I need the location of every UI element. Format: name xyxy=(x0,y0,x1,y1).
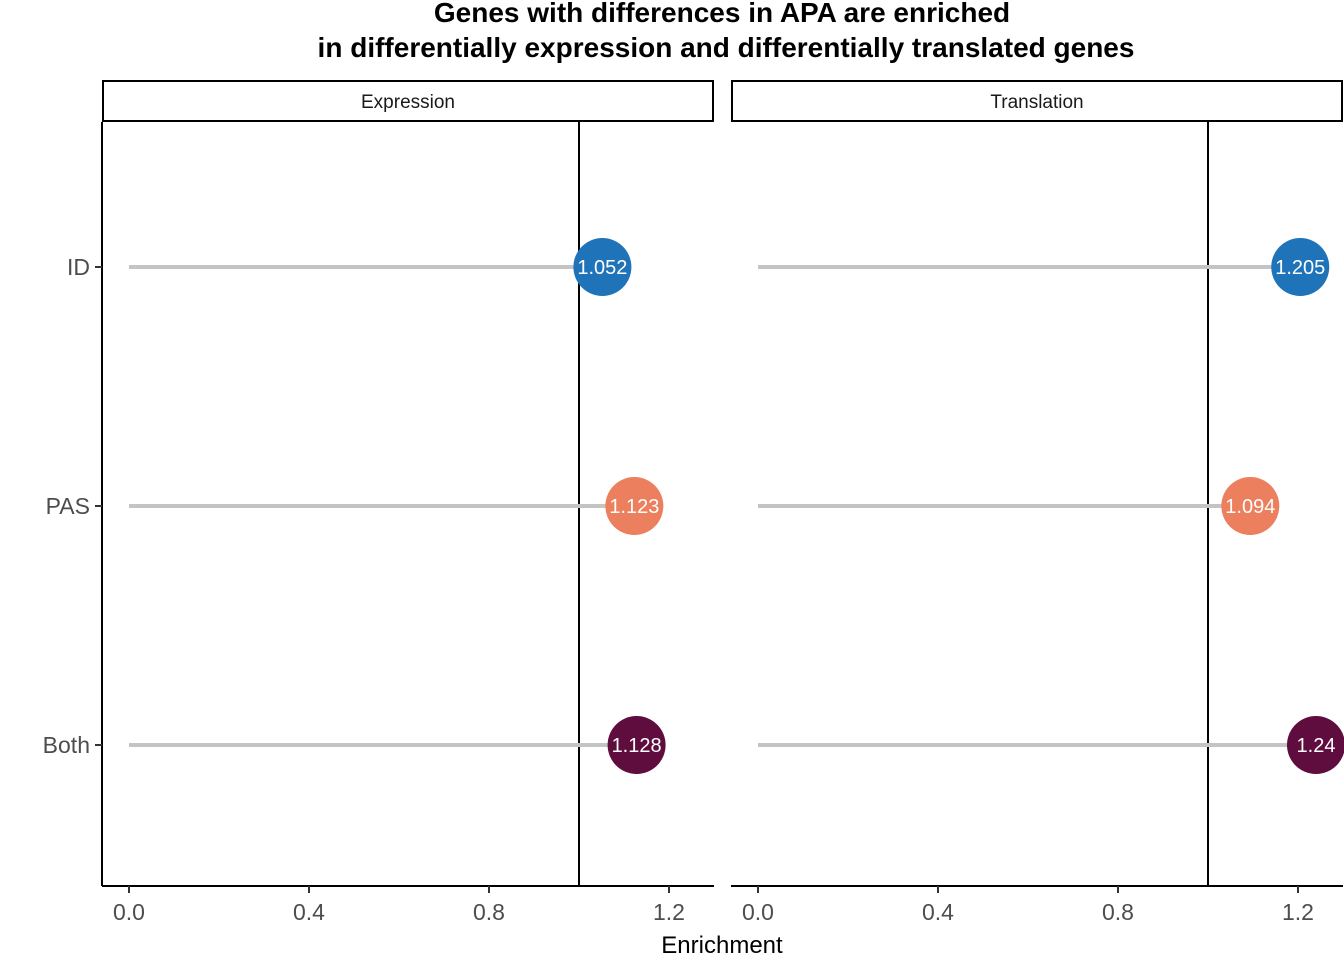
data-label-translation-pas: 1.094 xyxy=(1225,496,1275,518)
data-label-translation-id: 1.205 xyxy=(1275,257,1325,279)
x-tick-label-expression-1: 0.4 xyxy=(293,899,325,925)
data-label-expression-id: 1.052 xyxy=(577,257,627,279)
data-label-expression-both: 1.128 xyxy=(612,735,662,757)
lollipop-dot-expression-pas xyxy=(605,477,664,535)
data-label-expression-pas: 1.123 xyxy=(609,496,659,518)
chart-title-line-2: in differentially expression and differe… xyxy=(318,32,1135,63)
y-tick-label-id: ID xyxy=(67,254,90,280)
lollipop-dot-translation-pas xyxy=(1221,477,1280,535)
x-tick-label-expression-3: 1.2 xyxy=(653,899,685,925)
x-tick-label-translation-1: 0.4 xyxy=(922,899,954,925)
facet-strip-label-expression: Expression xyxy=(361,92,455,113)
facet-strip-expression xyxy=(102,80,714,122)
data-label-translation-both: 1.24 xyxy=(1297,735,1336,757)
x-tick-label-translation-2: 0.8 xyxy=(1102,899,1134,925)
lollipop-dot-expression-both xyxy=(607,716,666,774)
x-tick-label-expression-2: 0.8 xyxy=(473,899,505,925)
x-tick-label-translation-0: 0.0 xyxy=(742,899,774,925)
y-tick-label-both: Both xyxy=(43,732,90,758)
facet-strip-translation xyxy=(731,80,1343,122)
lollipop-dot-translation-both xyxy=(1287,716,1344,774)
x-tick-label-expression-0: 0.0 xyxy=(113,899,145,925)
chart-title-line-1: Genes with differences in APA are enrich… xyxy=(434,0,1010,28)
x-tick-label-translation-3: 1.2 xyxy=(1282,899,1314,925)
lollipop-dot-translation-id xyxy=(1271,238,1330,296)
x-axis-title: Enrichment xyxy=(661,932,783,959)
y-tick-label-pas: PAS xyxy=(46,493,90,519)
lollipop-dot-expression-id xyxy=(573,238,632,296)
facet-strip-label-translation: Translation xyxy=(990,92,1083,113)
